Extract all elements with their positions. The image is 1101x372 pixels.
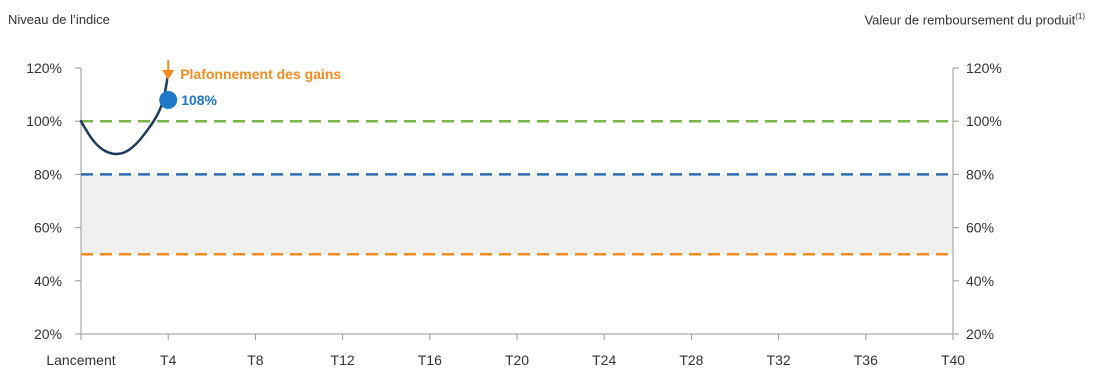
right-axis-title-footnote: (1) [1075, 12, 1085, 21]
x-tick-label: T8 [247, 352, 264, 368]
x-tick-label: T28 [679, 352, 703, 368]
x-tick-label: T24 [592, 352, 616, 368]
right-y-tick-label: 120% [966, 60, 1002, 76]
left-y-tick-label: 100% [26, 113, 62, 129]
right-y-tick-label: 100% [966, 113, 1002, 129]
cap-annotation-label: Plafonnement des gains [180, 66, 341, 82]
left-y-tick-label: 60% [34, 220, 62, 236]
x-tick-label: T12 [331, 352, 355, 368]
left-y-tick-label: 20% [34, 326, 62, 342]
x-tick-label: T4 [160, 352, 177, 368]
right-y-tick-label: 20% [966, 326, 994, 342]
right-axis-title-text: Valeur de remboursement du produit [864, 12, 1076, 28]
series-line [79, 72, 170, 156]
x-tick-label: T40 [941, 352, 965, 368]
x-tick-label: Lancement [46, 352, 115, 368]
right-y-tick-label: 40% [966, 273, 994, 289]
right-y-tick-label: 80% [966, 166, 994, 182]
right-axis-title: Valeur de remboursement du produit(1) [864, 12, 1085, 27]
x-tick-label: T36 [854, 352, 878, 368]
left-y-tick-label: 40% [34, 273, 62, 289]
right-y-tick-label: 60% [966, 220, 994, 236]
left-y-tick-label: 120% [26, 60, 62, 76]
left-y-tick-label: 80% [34, 166, 62, 182]
x-tick-label: T20 [505, 352, 529, 368]
shaded-band [81, 174, 953, 255]
final-value-marker [159, 90, 178, 109]
cap-arrow-icon [162, 70, 175, 80]
x-tick-label: T32 [767, 352, 791, 368]
final-value-label: 108% [181, 92, 217, 108]
x-tick-label: T16 [418, 352, 442, 368]
left-axis-title: Niveau de l’indice [8, 12, 110, 27]
